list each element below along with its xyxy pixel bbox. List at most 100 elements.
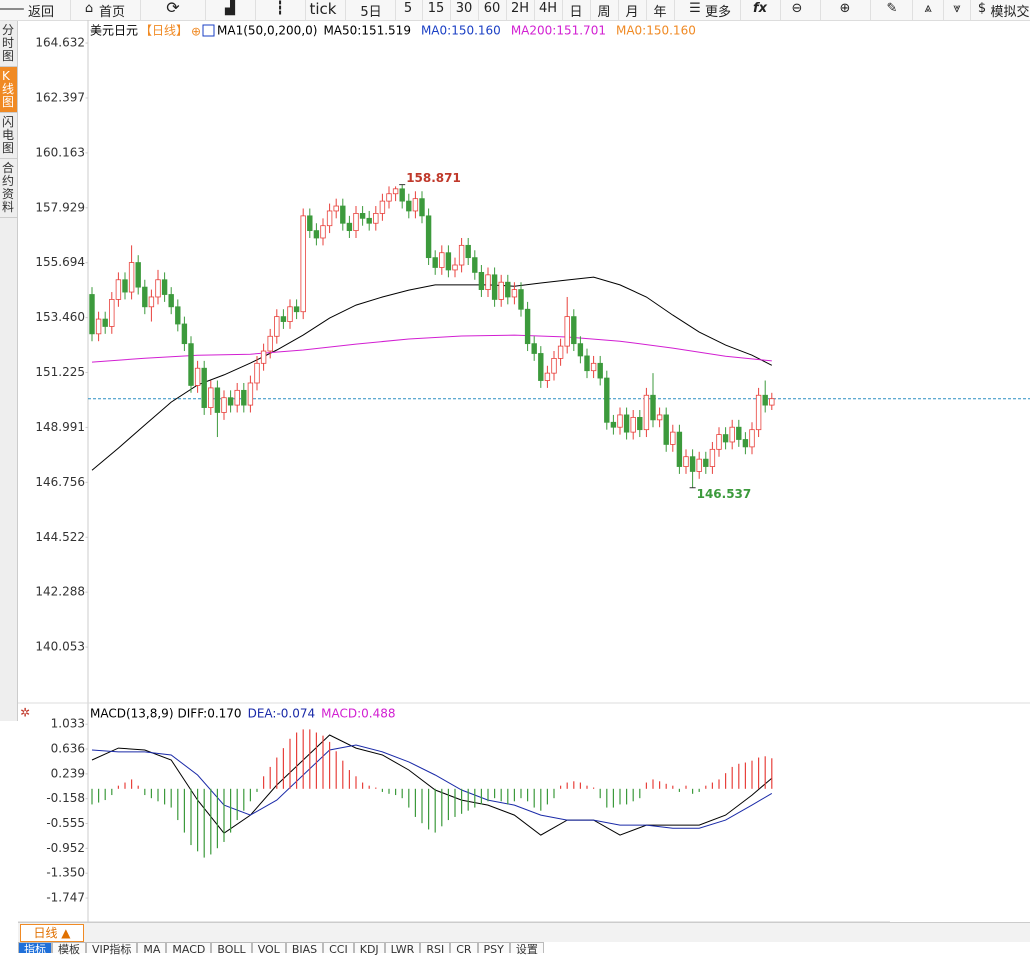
candle-body xyxy=(313,230,320,239)
candle-body xyxy=(353,213,359,232)
side-tab[interactable]: 分时图 xyxy=(0,21,17,67)
indicator-tab[interactable]: VIP指标 xyxy=(86,942,138,956)
home-icon[interactable]: ⌂ xyxy=(84,1,94,16)
candle-body xyxy=(439,252,445,268)
indicator-tab[interactable]: 设置 xyxy=(509,942,544,956)
candle-body xyxy=(452,264,458,271)
side-tab[interactable]: 合约资料 xyxy=(0,159,17,218)
candle-body xyxy=(399,188,405,202)
toolbar-item[interactable]: 年 xyxy=(653,5,667,20)
y-tick-label: 0.636 xyxy=(51,742,85,756)
candle-body xyxy=(683,456,689,467)
candle-body xyxy=(551,358,557,374)
indicator-tab[interactable]: LWR xyxy=(384,942,421,956)
side-tab[interactable]: K线图 xyxy=(0,67,17,113)
indicator-tab[interactable]: MA xyxy=(137,942,167,956)
candle-body xyxy=(168,294,174,308)
y-tick-label: 160.163 xyxy=(35,145,85,159)
fx-icon[interactable]: fx xyxy=(752,1,768,16)
legend-entry: MA0:150.160 xyxy=(421,24,501,38)
candle-body xyxy=(267,335,273,352)
candle-body xyxy=(590,362,597,372)
candle-body xyxy=(742,439,749,448)
candle-body xyxy=(478,271,485,290)
high-label: 158.871 xyxy=(406,171,461,185)
candle-body xyxy=(571,316,577,345)
indicator-tab[interactable]: VOL xyxy=(251,942,286,956)
toolbar-item[interactable]: 模拟交 xyxy=(990,5,1030,20)
candle-body xyxy=(445,252,452,271)
candle-body xyxy=(524,308,531,345)
indicator-tab[interactable]: 指标 xyxy=(18,942,52,956)
toolbar-item[interactable]: 5 xyxy=(403,1,413,16)
indicator-tab[interactable]: RSI xyxy=(420,942,451,956)
candle-icon[interactable]: ┇ xyxy=(276,1,284,16)
toolbar-item[interactable]: tick xyxy=(309,0,337,18)
indicator-tab[interactable]: BOLL xyxy=(211,942,252,956)
candle-body xyxy=(280,316,287,322)
toolbar-item[interactable]: 5日 xyxy=(360,5,382,20)
candle-body xyxy=(392,188,399,195)
legend-entry: MA0:150.160 xyxy=(616,24,696,38)
y-tick-label: 144.522 xyxy=(35,530,85,544)
candle-body xyxy=(491,274,498,300)
candle-body xyxy=(148,296,155,308)
pen-icon[interactable]: ✎ xyxy=(886,1,898,16)
candle-body xyxy=(274,316,280,337)
chart-subtitle: 【日线】 xyxy=(140,24,188,38)
toolbar-item[interactable]: 首页 xyxy=(98,5,126,20)
indicator-tab[interactable]: PSY xyxy=(477,942,510,956)
candle-body xyxy=(617,414,623,428)
toolbar-item[interactable]: 返回 xyxy=(27,5,55,20)
indicator-tab[interactable]: BIAS xyxy=(285,942,324,956)
toolbar-item[interactable]: 30 xyxy=(455,1,473,16)
toolbar-item[interactable]: 4H xyxy=(538,1,558,16)
candle-body xyxy=(221,397,227,413)
candle-body xyxy=(689,456,696,472)
menu-icon[interactable]: ☰ xyxy=(689,1,701,16)
indicator-tab[interactable]: CCI xyxy=(323,942,354,956)
toolbar-item[interactable]: 日 xyxy=(569,5,583,20)
toolbar-item[interactable]: 2H xyxy=(510,1,530,16)
line-series xyxy=(91,734,773,836)
indicator-tab[interactable]: KDJ xyxy=(353,942,385,956)
candle-body xyxy=(643,394,650,431)
zoom-in-icon[interactable]: ⊕ xyxy=(839,1,851,16)
side-tab[interactable]: 闪电图 xyxy=(0,113,17,159)
low-label: 146.537 xyxy=(697,487,752,501)
toolbar-item[interactable]: 60 xyxy=(483,1,501,16)
legend-entry: DEA:-0.074 xyxy=(248,707,316,721)
toolbar-item[interactable]: 月 xyxy=(625,5,639,20)
settings-icon[interactable]: ✲ xyxy=(20,706,30,720)
candle-body xyxy=(749,429,755,448)
chart-icon[interactable]: ▟ xyxy=(225,1,235,16)
add-icon[interactable]: ⊕ xyxy=(191,25,201,39)
candle-body xyxy=(406,200,412,212)
candle-body xyxy=(485,274,491,290)
candle-body xyxy=(650,394,656,421)
zoom-out-icon[interactable]: ⊖ xyxy=(791,1,803,16)
dollar-icon[interactable]: $ xyxy=(977,1,987,16)
candle-body xyxy=(194,367,201,386)
candle-body xyxy=(293,306,300,313)
candle-body xyxy=(538,353,544,381)
candle-body xyxy=(241,389,247,406)
candle-body xyxy=(333,205,339,212)
toolbar-item[interactable]: 更多 xyxy=(704,5,732,20)
period-select[interactable]: 日线 ▲ xyxy=(20,924,84,942)
back-icon[interactable]: 🡐 xyxy=(0,2,26,17)
toolbar-item[interactable]: 周 xyxy=(597,5,611,20)
down-icon[interactable]: ⩔ xyxy=(953,1,961,16)
refresh-icon[interactable]: ⟳ xyxy=(166,0,180,17)
indicator-tab[interactable]: CR xyxy=(450,942,478,956)
y-tick-label: 155.694 xyxy=(35,255,85,269)
y-tick-label: -0.952 xyxy=(46,841,85,855)
line-series xyxy=(91,334,772,363)
candle-body xyxy=(208,387,214,408)
indicator-tab[interactable]: MACD xyxy=(166,942,212,956)
candle-body xyxy=(425,215,432,259)
up-icon[interactable]: ⩓ xyxy=(924,1,932,16)
indicator-tab[interactable]: 模板 xyxy=(52,942,86,956)
toolbar-item[interactable]: 15 xyxy=(427,1,445,16)
